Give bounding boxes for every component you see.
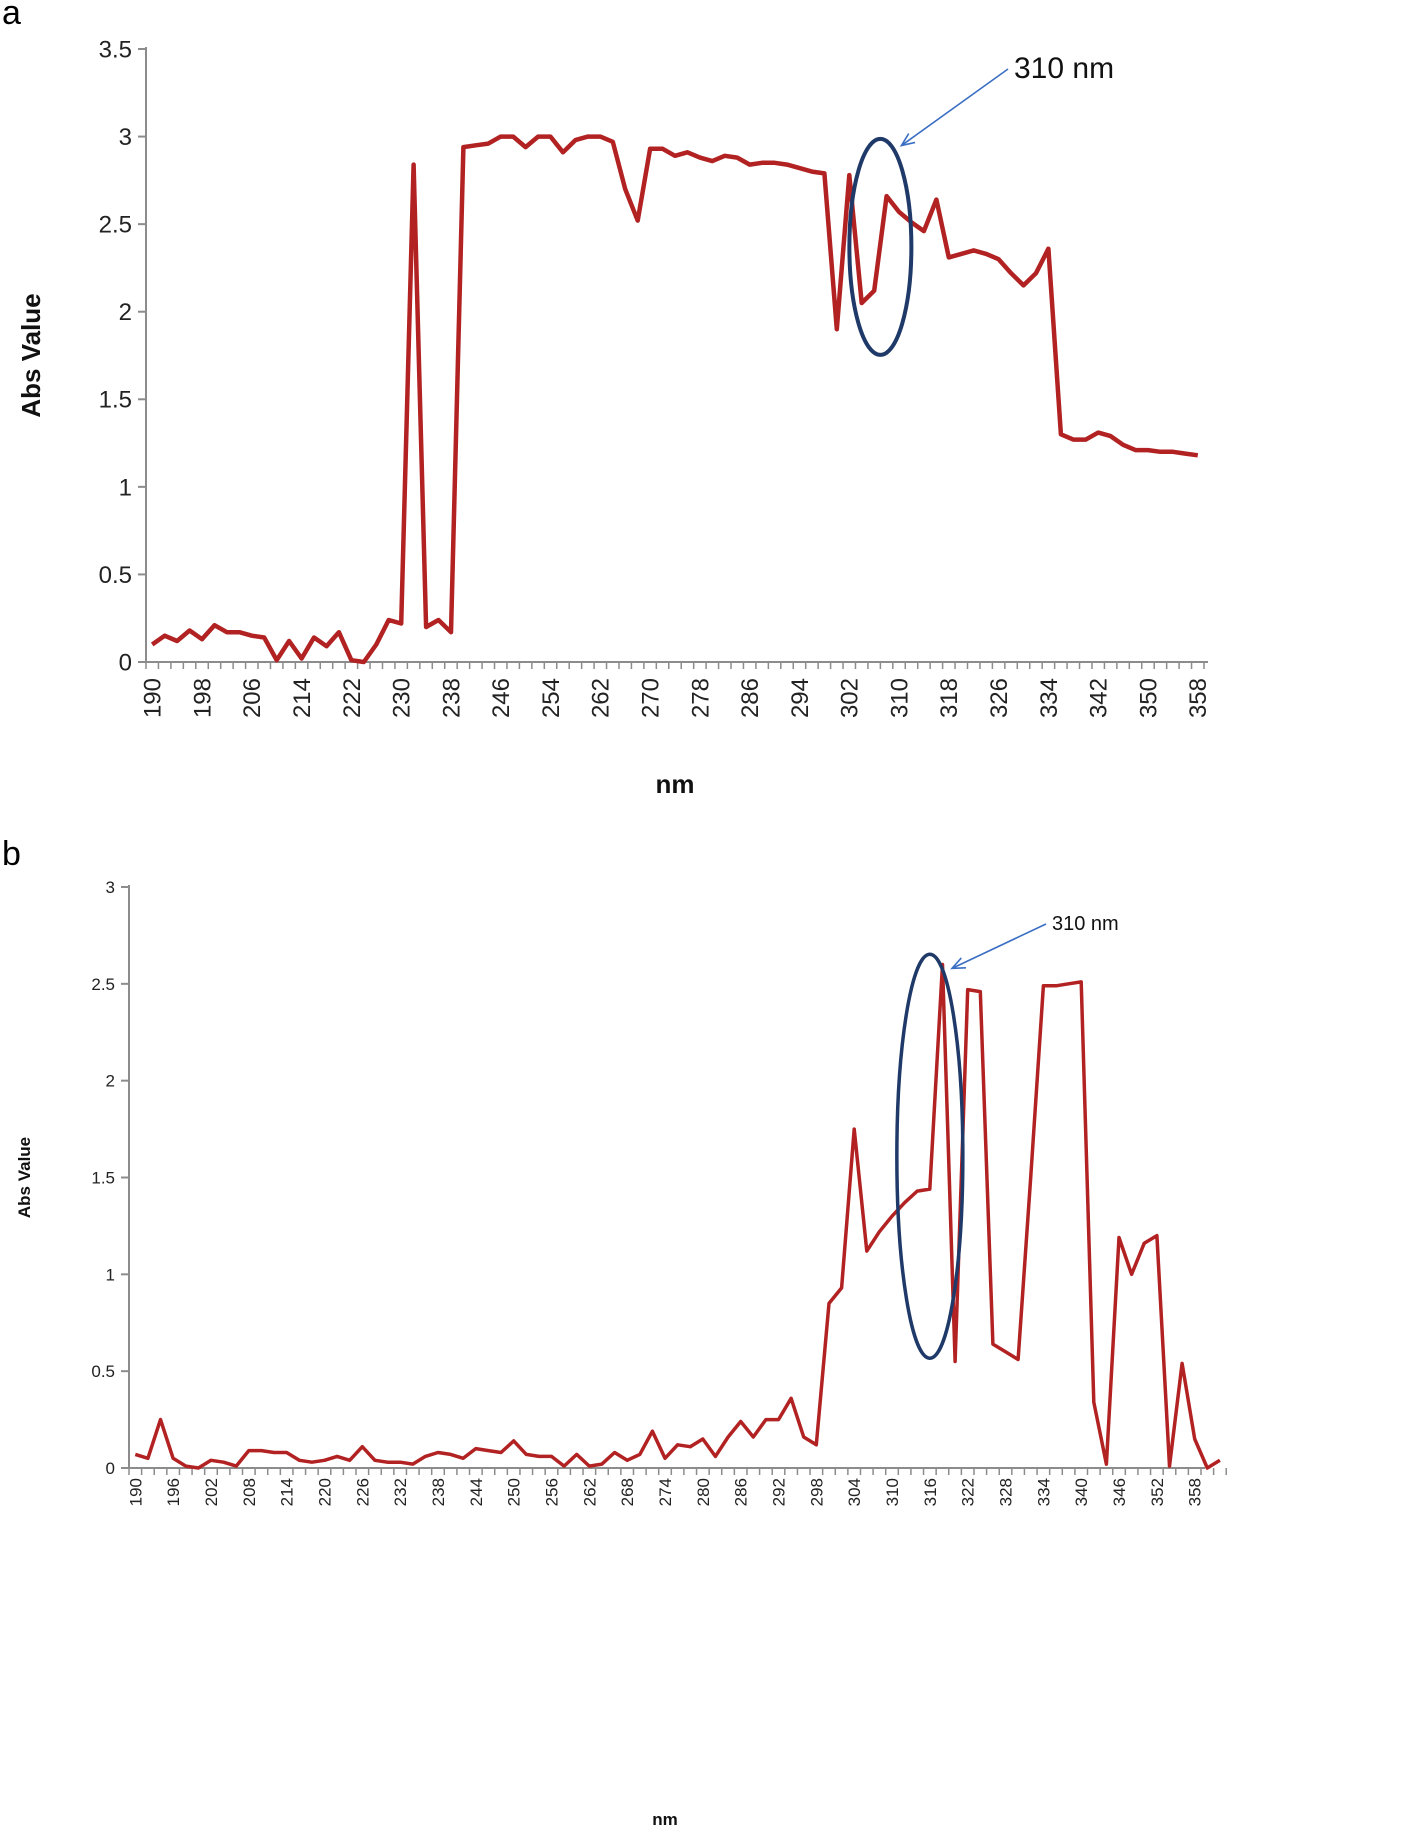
a-x-tick-label: 350: [1135, 678, 1162, 718]
a-x-tick-label: 246: [488, 678, 515, 718]
a-x-tick-label: 214: [289, 678, 316, 718]
b-y-tick-label: 2.5: [91, 975, 115, 994]
b-annotation-label: 310 nm: [1052, 913, 1119, 935]
b-x-tick-label: 340: [1072, 1478, 1091, 1506]
a-x-tick-label: 334: [1036, 678, 1063, 718]
a-x-tick-label: 254: [538, 678, 565, 718]
a-annotation-arrow: [900, 68, 1009, 147]
b-x-tick-label: 274: [656, 1478, 675, 1506]
a-x-tick-label: 278: [687, 678, 714, 718]
a-x-tick-label: 318: [936, 678, 963, 718]
a-x-tick-label: 270: [638, 678, 665, 718]
b-x-tick-label: 238: [429, 1478, 448, 1506]
b-x-tick-label: 244: [467, 1478, 486, 1506]
b-x-tick-label: 298: [807, 1478, 826, 1506]
b-x-tick-label: 292: [769, 1478, 788, 1506]
a-x-tick-label: 310: [886, 678, 913, 718]
b-x-tick-label: 190: [126, 1478, 145, 1506]
a-y-tick-label: 3.5: [99, 36, 132, 63]
b-x-tick-label: 268: [618, 1478, 637, 1506]
chart-a: 0 0.5 1 1.5 2 2.5 3 3.5 190 198 206 214 222 230 238 246…: [16, 36, 1212, 799]
a-y-axis-title: Abs Value: [16, 293, 46, 417]
b-x-tick-label: 214: [278, 1478, 297, 1506]
b-highlight-ellipse: [895, 952, 965, 1360]
chart-b: 0 0.5 1 1.5 2 2.5 3 190 196 202 208 214 220 226 232 238…: [15, 878, 1227, 1829]
a-x-tick-label: 342: [1086, 678, 1113, 718]
a-x-tick-label: 286: [737, 678, 764, 718]
a-x-tick-label: 294: [787, 678, 814, 718]
a-x-tick-label: 198: [189, 678, 216, 718]
b-y-tick-label: 0.5: [91, 1362, 115, 1381]
b-x-tick-label: 262: [580, 1478, 599, 1506]
b-x-tick-label: 334: [1034, 1478, 1053, 1506]
a-annotation-label: 310 nm: [1014, 52, 1114, 85]
b-x-tick-label: 358: [1186, 1478, 1205, 1506]
a-x-axis-title: nm: [656, 769, 695, 799]
a-y-tick-label: 0.5: [99, 562, 132, 589]
b-x-tick-label: 352: [1148, 1478, 1167, 1506]
a-y-tick-label: 1.5: [99, 387, 132, 414]
a-x-tick-label: 222: [339, 678, 366, 718]
b-x-tick-label: 316: [921, 1478, 940, 1506]
b-x-tick-label: 310: [883, 1478, 902, 1506]
a-x-tick-label: 326: [986, 678, 1013, 718]
b-series-line: [134, 962, 1221, 1470]
b-x-tick-label: 226: [353, 1478, 372, 1506]
b-x-tick-label: 256: [542, 1478, 561, 1506]
a-y-tick-label: 2.5: [99, 212, 132, 239]
a-y-tick-label: 3: [119, 124, 132, 151]
b-x-tick-label: 250: [505, 1478, 524, 1506]
b-x-tick-label: 202: [202, 1478, 221, 1506]
a-y-tick-label: 2: [119, 299, 132, 326]
a-y-tick-label: 0: [119, 649, 132, 676]
b-x-tick-label: 280: [694, 1478, 713, 1506]
a-series-line: [150, 134, 1199, 665]
b-y-tick-label: 3: [106, 878, 115, 897]
a-x-tick-label: 238: [438, 678, 465, 718]
b-y-tick-label: 1: [106, 1265, 115, 1284]
a-x-tick-label: 302: [837, 678, 864, 718]
panel-label-a: a: [2, 0, 21, 32]
b-x-tick-label: 322: [959, 1478, 978, 1506]
b-x-tick-label: 196: [164, 1478, 183, 1506]
b-y-tick-label: 2: [106, 1072, 115, 1091]
b-x-tick-label: 232: [391, 1478, 410, 1506]
b-x-axis-title: nm: [652, 1810, 678, 1829]
b-annotation-arrowhead: [950, 957, 967, 970]
panel-label-b: b: [2, 835, 21, 873]
b-y-axis-title: Abs Value: [15, 1137, 34, 1218]
a-annotation-arrowhead: [899, 133, 916, 147]
b-x-tick-label: 346: [1110, 1478, 1129, 1506]
b-x-tick-label: 208: [240, 1478, 259, 1506]
b-x-tick-label: 220: [315, 1478, 334, 1506]
a-highlight-ellipse: [847, 136, 914, 357]
a-x-tick-label: 262: [588, 678, 615, 718]
b-x-tick-label: 286: [732, 1478, 751, 1506]
a-y-tick-label: 1: [119, 474, 132, 501]
b-annotation-arrow: [951, 923, 1047, 970]
a-x-tick-label: 206: [239, 678, 266, 718]
b-x-tick-label: 328: [996, 1478, 1015, 1506]
a-x-tick-label: 358: [1185, 678, 1212, 718]
a-x-tick-label: 230: [389, 678, 416, 718]
b-x-tick-label: 304: [845, 1478, 864, 1506]
b-y-tick-label: 1.5: [91, 1168, 115, 1187]
a-x-tick-label: 190: [140, 678, 167, 718]
b-y-tick-label: 0: [106, 1459, 115, 1478]
